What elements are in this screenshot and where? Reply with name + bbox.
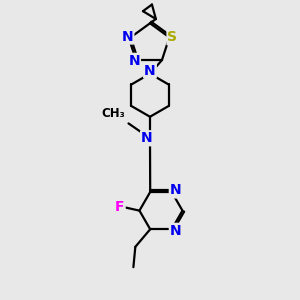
Text: N: N [122,30,133,44]
Text: N: N [144,64,156,78]
Text: F: F [115,200,124,214]
Text: N: N [128,54,140,68]
Text: N: N [141,131,153,145]
Text: N: N [170,183,182,197]
Text: S: S [167,30,178,44]
Text: CH₃: CH₃ [102,107,125,120]
Text: N: N [170,224,182,238]
